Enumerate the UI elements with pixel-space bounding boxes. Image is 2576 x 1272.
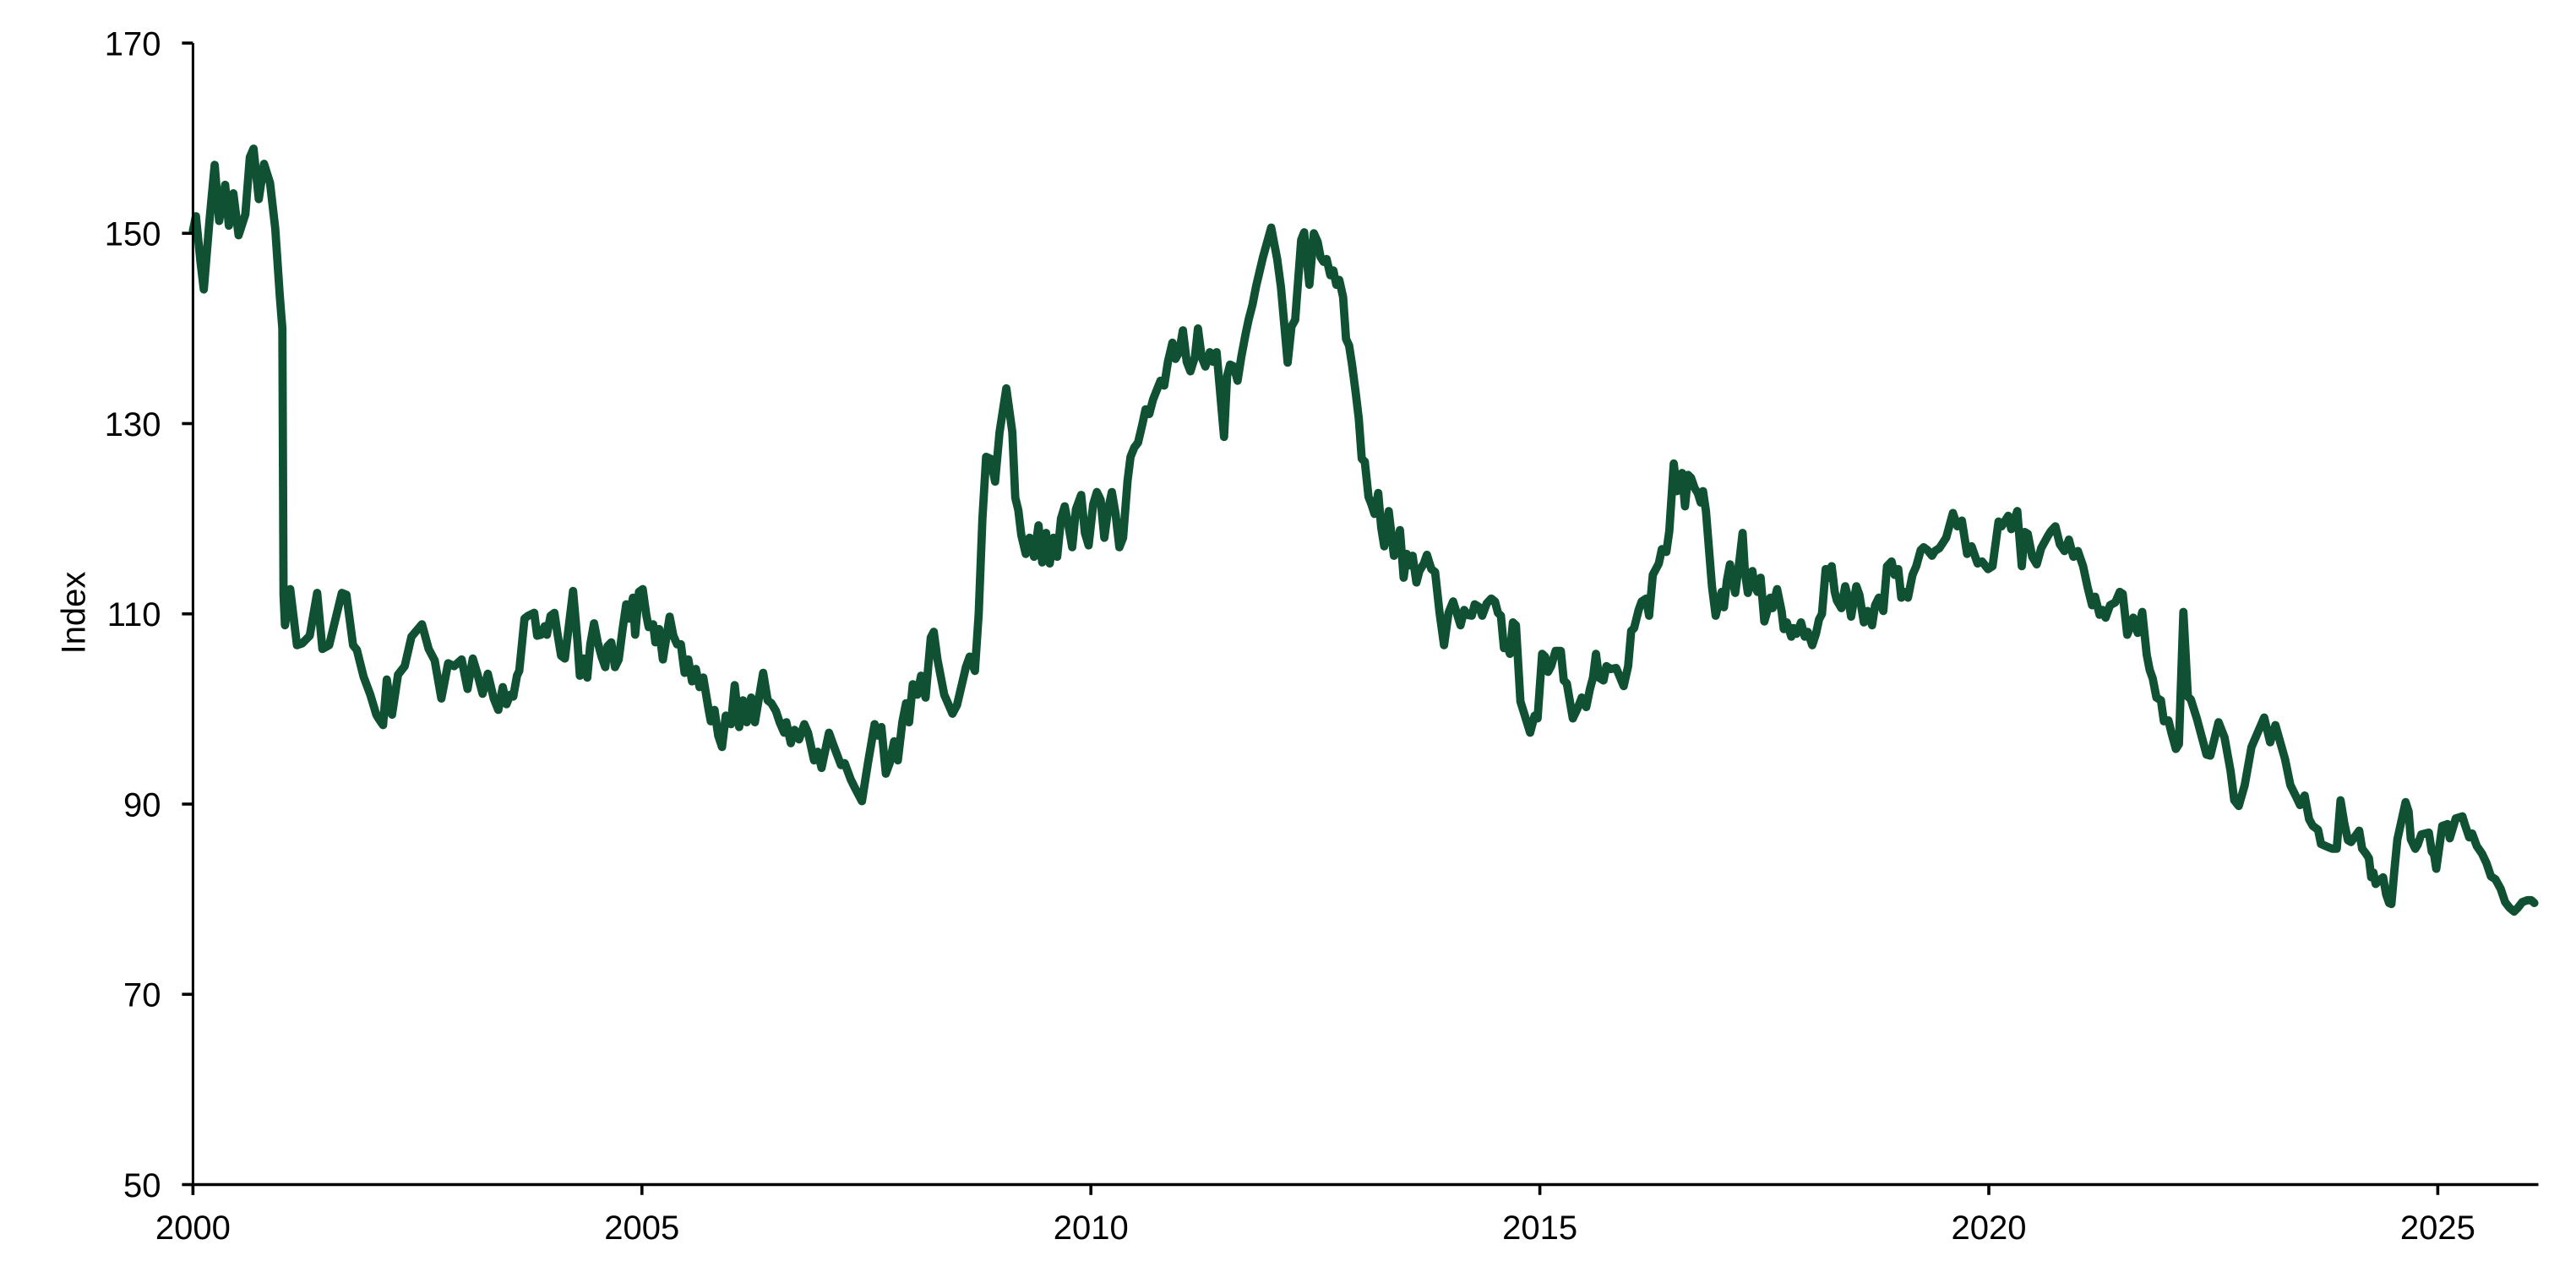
svg-text:110: 110 <box>107 596 161 633</box>
svg-text:Index: Index <box>56 572 93 655</box>
svg-text:130: 130 <box>105 406 161 443</box>
svg-text:2015: 2015 <box>1502 1209 1577 1247</box>
svg-text:50: 50 <box>123 1167 161 1204</box>
svg-text:2000: 2000 <box>155 1209 231 1247</box>
svg-text:2025: 2025 <box>2400 1209 2475 1247</box>
svg-text:170: 170 <box>105 25 161 63</box>
svg-text:150: 150 <box>105 216 161 253</box>
svg-text:90: 90 <box>123 786 161 824</box>
svg-text:2005: 2005 <box>604 1209 679 1247</box>
svg-text:2020: 2020 <box>1952 1209 2027 1247</box>
svg-text:2010: 2010 <box>1054 1209 1129 1247</box>
svg-text:70: 70 <box>123 977 161 1014</box>
